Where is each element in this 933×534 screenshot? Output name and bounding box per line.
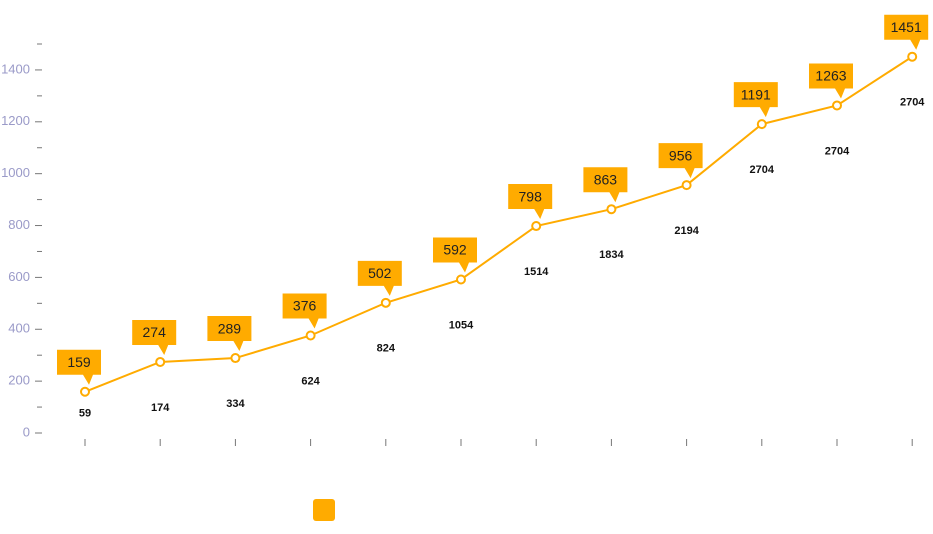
data-label: 159 — [67, 354, 91, 370]
y-tick-label: 1400 — [1, 61, 30, 76]
point — [230, 353, 241, 364]
y-tick-label: 1000 — [1, 165, 30, 180]
data-label: 592 — [443, 242, 467, 258]
point — [380, 297, 391, 308]
annotation: 334 — [226, 398, 245, 410]
callout — [884, 14, 929, 50]
point — [756, 119, 767, 130]
callout — [282, 293, 327, 329]
y-tick-label: 600 — [8, 269, 30, 284]
callout — [583, 167, 628, 203]
annotation: 2194 — [674, 225, 699, 237]
point — [606, 204, 617, 215]
y-tick-label: 400 — [8, 321, 30, 336]
callout — [809, 63, 853, 99]
point — [155, 356, 166, 367]
annotation: 59 — [79, 408, 91, 420]
data-label: 274 — [143, 324, 167, 340]
annotation: 174 — [151, 402, 170, 414]
point — [305, 330, 316, 341]
annotation: 1514 — [524, 266, 549, 278]
annotation: 2704 — [900, 97, 925, 109]
data-label: 376 — [293, 298, 317, 314]
point — [456, 274, 466, 285]
point — [681, 180, 692, 191]
y-tick-label: 1200 — [1, 113, 30, 128]
annotation: 624 — [301, 375, 320, 387]
annotation: 824 — [377, 343, 396, 355]
callout — [733, 82, 778, 118]
annotation: 1054 — [449, 319, 474, 331]
data-label: 289 — [218, 320, 242, 336]
data-label: 1263 — [815, 68, 846, 84]
annotation: 2704 — [825, 145, 850, 157]
callout — [357, 260, 402, 296]
annotation: 2704 — [750, 164, 775, 176]
y-tick-label: 800 — [8, 217, 30, 232]
callout — [508, 184, 553, 220]
callout — [433, 237, 477, 273]
data-label: 502 — [368, 265, 392, 281]
callout — [207, 316, 252, 352]
y-tick-label: 200 — [8, 373, 30, 388]
callout — [57, 349, 101, 385]
callout — [658, 143, 703, 179]
point — [531, 221, 542, 232]
point — [907, 51, 918, 62]
data-label: 798 — [519, 188, 543, 204]
data-label: 1191 — [741, 86, 771, 102]
data-label: 956 — [669, 147, 693, 163]
line — [84, 55, 913, 393]
point — [832, 100, 842, 111]
annotation: 1834 — [599, 249, 624, 261]
legend-swatch — [313, 499, 335, 521]
callout — [132, 319, 177, 355]
point — [80, 386, 90, 397]
data-label: 1451 — [891, 19, 922, 35]
y-tick-label: 0 — [23, 424, 30, 439]
data-label: 863 — [594, 171, 618, 187]
